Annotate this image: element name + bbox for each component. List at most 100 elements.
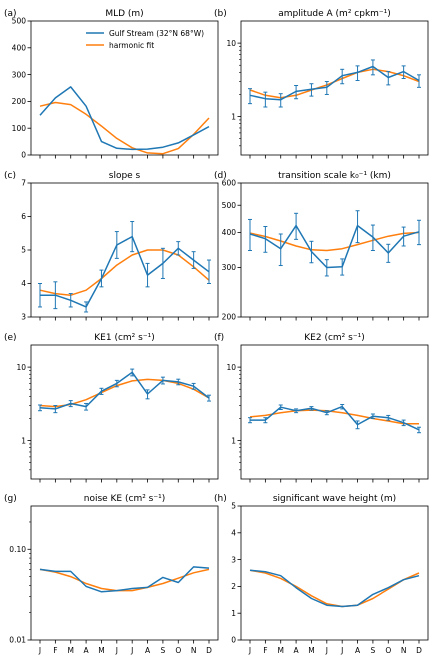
observed-series-line	[39, 86, 210, 151]
y-tick-label: 4	[231, 529, 236, 538]
observed-series-line	[249, 65, 420, 101]
x-tick-label: F	[263, 646, 267, 655]
panel-title: noise KE (cm² s⁻¹)	[84, 494, 166, 504]
x-tick-label: O	[175, 646, 181, 655]
y-tick-label: 3	[21, 313, 26, 322]
panel-g: 0.010.10J F M A M J J A S O N D(g) noise KE (cm² s⁻¹…	[4, 494, 219, 655]
x-tick-label: N	[191, 646, 197, 655]
x-tick-label: M	[67, 646, 73, 655]
y-tick-label: 500	[12, 17, 27, 26]
x-tick-label: O	[385, 646, 391, 655]
x-tick-label: J	[115, 646, 118, 655]
y-tick-label: 7	[21, 179, 26, 188]
panel-title: KE1 (cm² s⁻¹)	[94, 333, 154, 343]
x-tick-label: D	[206, 646, 212, 655]
observed-series-line	[39, 566, 210, 593]
panel-f: 1 10 (f) KE2 (cm² s⁻¹)	[214, 333, 429, 483]
y-tick-label: 400	[222, 228, 237, 237]
y-tick-label: 0	[21, 151, 26, 160]
panel-label: (e)	[4, 333, 17, 343]
y-tick-label: 300	[12, 70, 27, 79]
x-tick-label: A	[84, 646, 90, 655]
panel-e: 1 10 (e) KE1 (cm² s⁻¹)	[4, 333, 219, 483]
y-tick-label: 5	[21, 246, 26, 255]
x-tick-label: J	[130, 646, 133, 655]
x-tick-label: A	[145, 646, 151, 655]
axes-frame	[30, 344, 219, 480]
x-tick-label: M	[308, 646, 314, 655]
y-tick-label: 5	[231, 502, 236, 511]
panel-label: (b)	[214, 9, 227, 19]
y-tick-label: 1	[231, 609, 236, 618]
panel-d: 200 300 400 500 600(d) transition scale k₀⁻¹ …	[214, 171, 429, 322]
observed-series-line	[39, 371, 210, 410]
panel-b: 1 10 (b) amplitude A (m² cpkm⁻¹)	[214, 9, 429, 159]
axes-frame	[240, 344, 429, 480]
axes-frame	[240, 505, 429, 641]
fit-series-line	[249, 231, 420, 252]
y-tick-label: 4	[21, 279, 26, 288]
axes-frame	[30, 182, 219, 318]
observed-series-line	[250, 405, 420, 431]
x-tick-label: F	[53, 646, 57, 655]
observed-series-line	[249, 224, 420, 269]
observed-series-line	[40, 235, 210, 308]
panel-label: (h)	[214, 494, 227, 504]
y-tick-label: 10	[226, 39, 236, 48]
legend-label-fit: harmonic fit	[109, 41, 154, 50]
y-tick-label: 3	[231, 555, 236, 564]
y-tick-label: 0	[231, 636, 236, 645]
panel-title: MLD (m)	[105, 9, 143, 19]
x-tick-label: M	[98, 646, 104, 655]
x-tick-label: N	[401, 646, 407, 655]
y-tick-label: 1	[231, 436, 236, 445]
y-tick-label: 2	[231, 582, 236, 591]
panel-c: 3 4 5 6 7 (c) slope s	[4, 171, 219, 322]
x-tick-label: J	[340, 646, 343, 655]
panel-title: slope s	[109, 171, 141, 181]
fit-series-line	[39, 249, 210, 296]
axes-frame	[30, 20, 219, 156]
y-tick-label: 200	[222, 313, 237, 322]
y-tick-label: 600	[222, 179, 237, 188]
panel-label: (c)	[4, 171, 16, 181]
y-tick-label: 0.01	[9, 636, 26, 645]
x-tick-label: J	[248, 646, 251, 655]
y-tick-label: 100	[12, 124, 27, 133]
x-tick-label: S	[371, 646, 376, 655]
panel-label: (a)	[4, 9, 17, 19]
panel-title: significant wave height (m)	[273, 494, 396, 504]
legend-label-observed: Gulf Stream (32°N 68°W)	[109, 29, 204, 38]
y-tick-label: 10	[16, 363, 26, 372]
y-tick-label: 1	[231, 112, 236, 121]
y-tick-label: 0.10	[9, 545, 26, 554]
x-tick-label: A	[355, 646, 361, 655]
y-tick-label: 6	[21, 212, 26, 221]
fit-series-line	[39, 568, 210, 592]
x-tick-label: D	[416, 646, 422, 655]
axes-frame	[30, 505, 219, 641]
axes-frame	[240, 20, 429, 156]
x-tick-label: J	[38, 646, 41, 655]
x-tick-label: A	[294, 646, 300, 655]
panel-label: (g)	[4, 494, 17, 504]
fit-series-line	[249, 409, 419, 425]
y-tick-label: 1	[21, 436, 26, 445]
y-tick-label: 200	[12, 97, 27, 106]
y-tick-label: 400	[12, 44, 27, 53]
x-tick-label: J	[325, 646, 328, 655]
y-tick-label: 300	[222, 263, 237, 272]
panel-a: 0 100 200 300 400 500(a) MLD (m) Gulf Stream (3…	[4, 9, 219, 160]
axes-frame	[240, 182, 429, 318]
panel-title: KE2 (cm² s⁻¹)	[304, 333, 364, 343]
y-tick-label: 10	[226, 363, 236, 372]
panel-label: (d)	[214, 171, 227, 181]
panel-label: (f)	[214, 333, 224, 343]
x-tick-label: S	[161, 646, 166, 655]
y-tick-label: 500	[222, 201, 237, 210]
panel-title: amplitude A (m² cpkm⁻¹)	[278, 9, 391, 19]
fit-series-line	[249, 569, 420, 608]
panel-title: transition scale k₀⁻¹ (km)	[278, 171, 391, 181]
